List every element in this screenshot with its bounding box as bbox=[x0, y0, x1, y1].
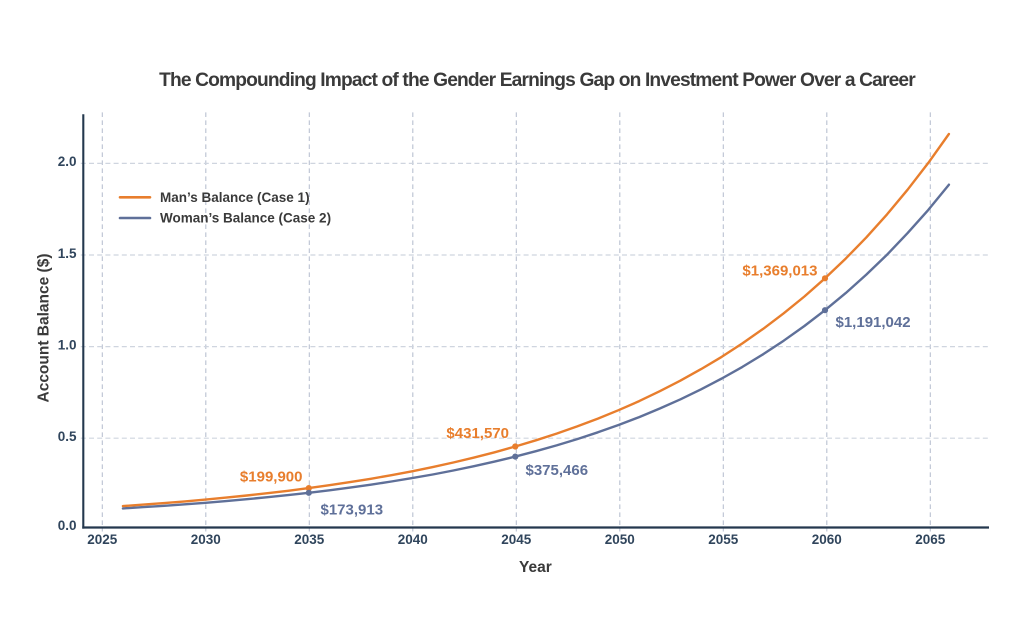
svg-text:2025: 2025 bbox=[87, 532, 118, 547]
svg-text:$375,466: $375,466 bbox=[526, 462, 589, 479]
svg-text:2035: 2035 bbox=[294, 532, 325, 547]
svg-text:0.0: 0.0 bbox=[58, 518, 77, 533]
svg-text:$1,191,042: $1,191,042 bbox=[836, 314, 911, 331]
svg-text:2050: 2050 bbox=[605, 532, 635, 547]
svg-text:$199,900: $199,900 bbox=[240, 469, 303, 486]
svg-text:2060: 2060 bbox=[812, 532, 842, 547]
svg-text:1.0: 1.0 bbox=[58, 337, 77, 352]
svg-text:2040: 2040 bbox=[398, 532, 428, 547]
svg-text:The Compounding Impact of the: The Compounding Impact of the Gender Ear… bbox=[159, 70, 916, 91]
svg-text:2045: 2045 bbox=[501, 532, 532, 547]
svg-text:2055: 2055 bbox=[708, 532, 739, 547]
svg-text:$173,913: $173,913 bbox=[321, 502, 384, 519]
svg-text:Account Balance ($): Account Balance ($) bbox=[36, 253, 53, 402]
svg-text:2.0: 2.0 bbox=[58, 154, 77, 169]
svg-text:Year: Year bbox=[519, 559, 552, 576]
svg-text:2065: 2065 bbox=[915, 532, 946, 547]
svg-text:0.5: 0.5 bbox=[58, 429, 77, 444]
svg-text:$431,570: $431,570 bbox=[446, 425, 509, 442]
svg-text:1.5: 1.5 bbox=[58, 246, 77, 261]
svg-text:2030: 2030 bbox=[191, 532, 221, 547]
svg-text:Woman’s Balance (Case 2): Woman’s Balance (Case 2) bbox=[160, 211, 331, 226]
svg-text:$1,369,013: $1,369,013 bbox=[742, 263, 817, 280]
svg-text:Man’s Balance (Case 1): Man’s Balance (Case 1) bbox=[160, 190, 310, 205]
